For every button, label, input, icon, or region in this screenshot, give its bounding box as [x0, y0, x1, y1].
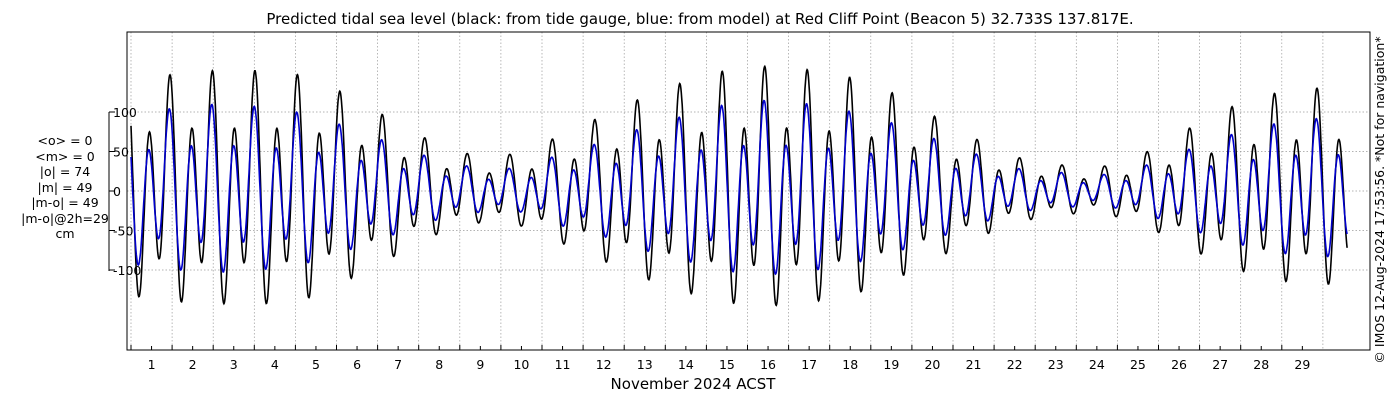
chart-title: Predicted tidal sea level (black: from t… — [266, 10, 1134, 28]
x-tick-label: 18 — [842, 357, 858, 372]
y-tick-label: -100 — [113, 263, 141, 278]
statistics-panel: <o> = 0 <m> = 0 |o| = 74 |m| = 49 |m-o| … — [10, 133, 120, 242]
x-tick-label: 16 — [760, 357, 776, 372]
y-tick-label: 100 — [113, 105, 137, 120]
y-tick-label: -50 — [113, 224, 133, 239]
x-tick-label: 6 — [353, 357, 361, 372]
x-tick-label: 12 — [596, 357, 612, 372]
x-tick-label: 3 — [230, 357, 238, 372]
x-tick-label: 15 — [719, 357, 735, 372]
x-tick-label: 1 — [148, 357, 156, 372]
x-tick-label: 5 — [312, 357, 320, 372]
x-ticks: 1 2 3 4 5 6 7 8 9 10 11 12 13 14 15 16 17 18 19 20 21 22 23 24 2… — [130, 345, 1310, 372]
y-ticks: 100 50 0 -50 -100 — [109, 105, 141, 278]
x-tick-label: 7 — [394, 357, 402, 372]
x-tick-label: 27 — [1212, 357, 1228, 372]
x-tick-label: 11 — [555, 357, 571, 372]
stat-units: cm — [55, 226, 75, 241]
x-tick-label: 23 — [1048, 357, 1064, 372]
x-tick-label: 26 — [1171, 357, 1187, 372]
x-tick-label: 13 — [637, 357, 653, 372]
x-tick-label: 21 — [966, 357, 982, 372]
series-model — [130, 99, 1348, 276]
x-tick-label: 25 — [1130, 357, 1146, 372]
stat-abs-model: |m| = 49 — [37, 179, 93, 195]
stat-mean-observed: <o> = 0 — [37, 133, 93, 148]
stat-abs-observed: |o| = 74 — [39, 164, 91, 179]
x-tick-label: 20 — [924, 357, 940, 372]
series-layer — [130, 64, 1348, 307]
x-tick-label: 19 — [883, 357, 899, 372]
plot-frame — [126, 31, 1371, 351]
x-tick-label: 10 — [513, 357, 529, 372]
y-tick-label: 50 — [113, 145, 129, 160]
x-tick-label: 9 — [476, 357, 484, 372]
x-tick-label: 2 — [189, 357, 197, 372]
copyright-credit: © IMOS 12-Aug-2024 17:53:56. *Not for na… — [1372, 36, 1387, 364]
stat-mean-model: <m> = 0 — [35, 148, 95, 164]
x-tick-label: 17 — [801, 357, 817, 372]
x-tick-label: 4 — [271, 357, 279, 372]
x-axis-label: November 2024 ACST — [610, 375, 776, 393]
x-tick-label: 8 — [435, 357, 443, 372]
stat-abs-diff-2h: |m-o|@2h=29 — [21, 210, 109, 226]
x-tick-label: 29 — [1294, 357, 1310, 372]
x-tick-label: 22 — [1007, 357, 1023, 372]
x-tick-label: 14 — [678, 357, 694, 372]
stat-abs-diff: |m-o| = 49 — [31, 195, 99, 210]
x-tick-label: 24 — [1089, 357, 1105, 372]
y-tick-label: 0 — [113, 184, 121, 199]
x-tick-label: 28 — [1253, 357, 1269, 372]
